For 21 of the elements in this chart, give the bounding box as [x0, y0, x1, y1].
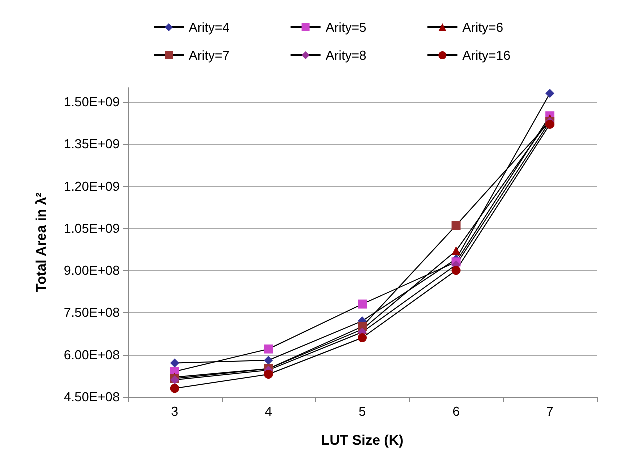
y-tick-label: 7.50E+08 — [64, 305, 120, 320]
y-tick-label: 4.50E+08 — [64, 390, 120, 404]
legend-label: Arity=8 — [326, 48, 367, 63]
y-tick-label: 9.00E+08 — [64, 263, 120, 278]
y-axis-title: Total Area in λ² — [33, 192, 49, 292]
x-tick-label: 3 — [171, 404, 179, 419]
legend-label: Arity=16 — [462, 48, 511, 63]
y-tick-label: 1.05E+09 — [64, 220, 120, 236]
legend-label: Arity=4 — [189, 20, 230, 35]
x-axis-title: LUT Size (K) — [321, 432, 404, 448]
y-tick-label: 1.50E+09 — [64, 94, 120, 110]
y-tick-label: 6.00E+08 — [64, 347, 120, 362]
x-tick-label: 7 — [546, 404, 554, 419]
legend-label: Arity=7 — [189, 48, 230, 63]
y-tick-label: 1.20E+09 — [64, 178, 120, 194]
x-tick-label: 5 — [358, 404, 366, 419]
legend-label: Arity=5 — [326, 20, 367, 35]
x-tick-label: 4 — [265, 404, 272, 419]
y-tick-label: 1.35E+09 — [64, 136, 120, 152]
legend-label: Arity=6 — [462, 20, 504, 35]
x-tick-label: 6 — [452, 404, 460, 419]
